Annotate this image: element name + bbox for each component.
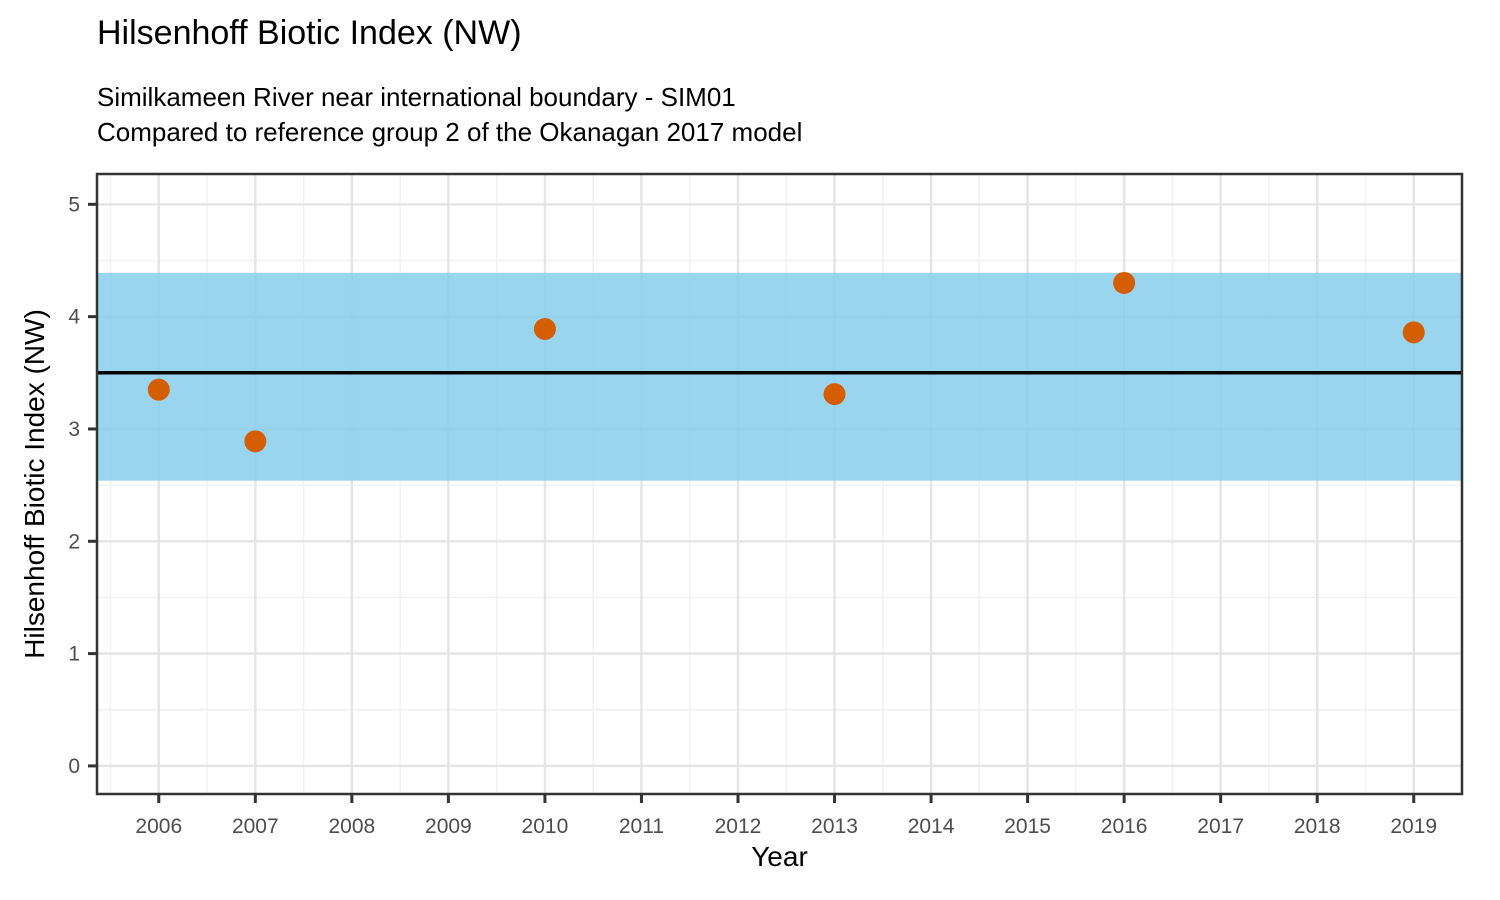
y-tick-label: 3 (68, 418, 80, 441)
chart-subtitle: Similkameen River near international bou… (97, 80, 802, 150)
data-point (1402, 321, 1425, 344)
data-point (147, 378, 170, 401)
x-tick-label: 2013 (811, 815, 858, 838)
x-tick-label: 2018 (1294, 815, 1341, 838)
x-tick-label: 2008 (328, 815, 375, 838)
x-tick-label: 2011 (619, 815, 664, 838)
x-tick-label: 2019 (1390, 815, 1437, 838)
x-tick-label: 2006 (135, 815, 182, 838)
x-tick-label: 2015 (1004, 815, 1051, 838)
x-tick-label: 2010 (522, 815, 569, 838)
panel-background (97, 174, 1462, 794)
data-point (1113, 271, 1136, 294)
y-tick-label: 2 (68, 530, 80, 553)
chart-title: Hilsenhoff Biotic Index (NW) (97, 14, 522, 52)
y-tick-label: 1 (68, 643, 80, 666)
chart-subtitle-line-2: Compared to reference group 2 of the Oka… (97, 117, 803, 147)
y-tick-label: 4 (68, 306, 80, 329)
y-tick-label: 5 (68, 193, 80, 216)
x-tick-label: 2016 (1101, 815, 1148, 838)
data-point (244, 430, 267, 453)
x-tick-label: 2014 (908, 815, 955, 838)
x-tick-label: 2012 (715, 815, 762, 838)
panel-border (95, 172, 1464, 796)
data-point (823, 383, 846, 406)
reference-band (97, 272, 1462, 481)
x-tick-label: 2007 (232, 815, 279, 838)
data-point (533, 318, 556, 340)
y-tick-label: 0 (68, 755, 80, 778)
x-tick-label: 2009 (425, 815, 472, 838)
chart-subtitle-line-1: Similkameen River near international bou… (97, 82, 736, 112)
x-axis-title: Year (751, 841, 808, 872)
x-tick-label: 2017 (1197, 815, 1244, 838)
